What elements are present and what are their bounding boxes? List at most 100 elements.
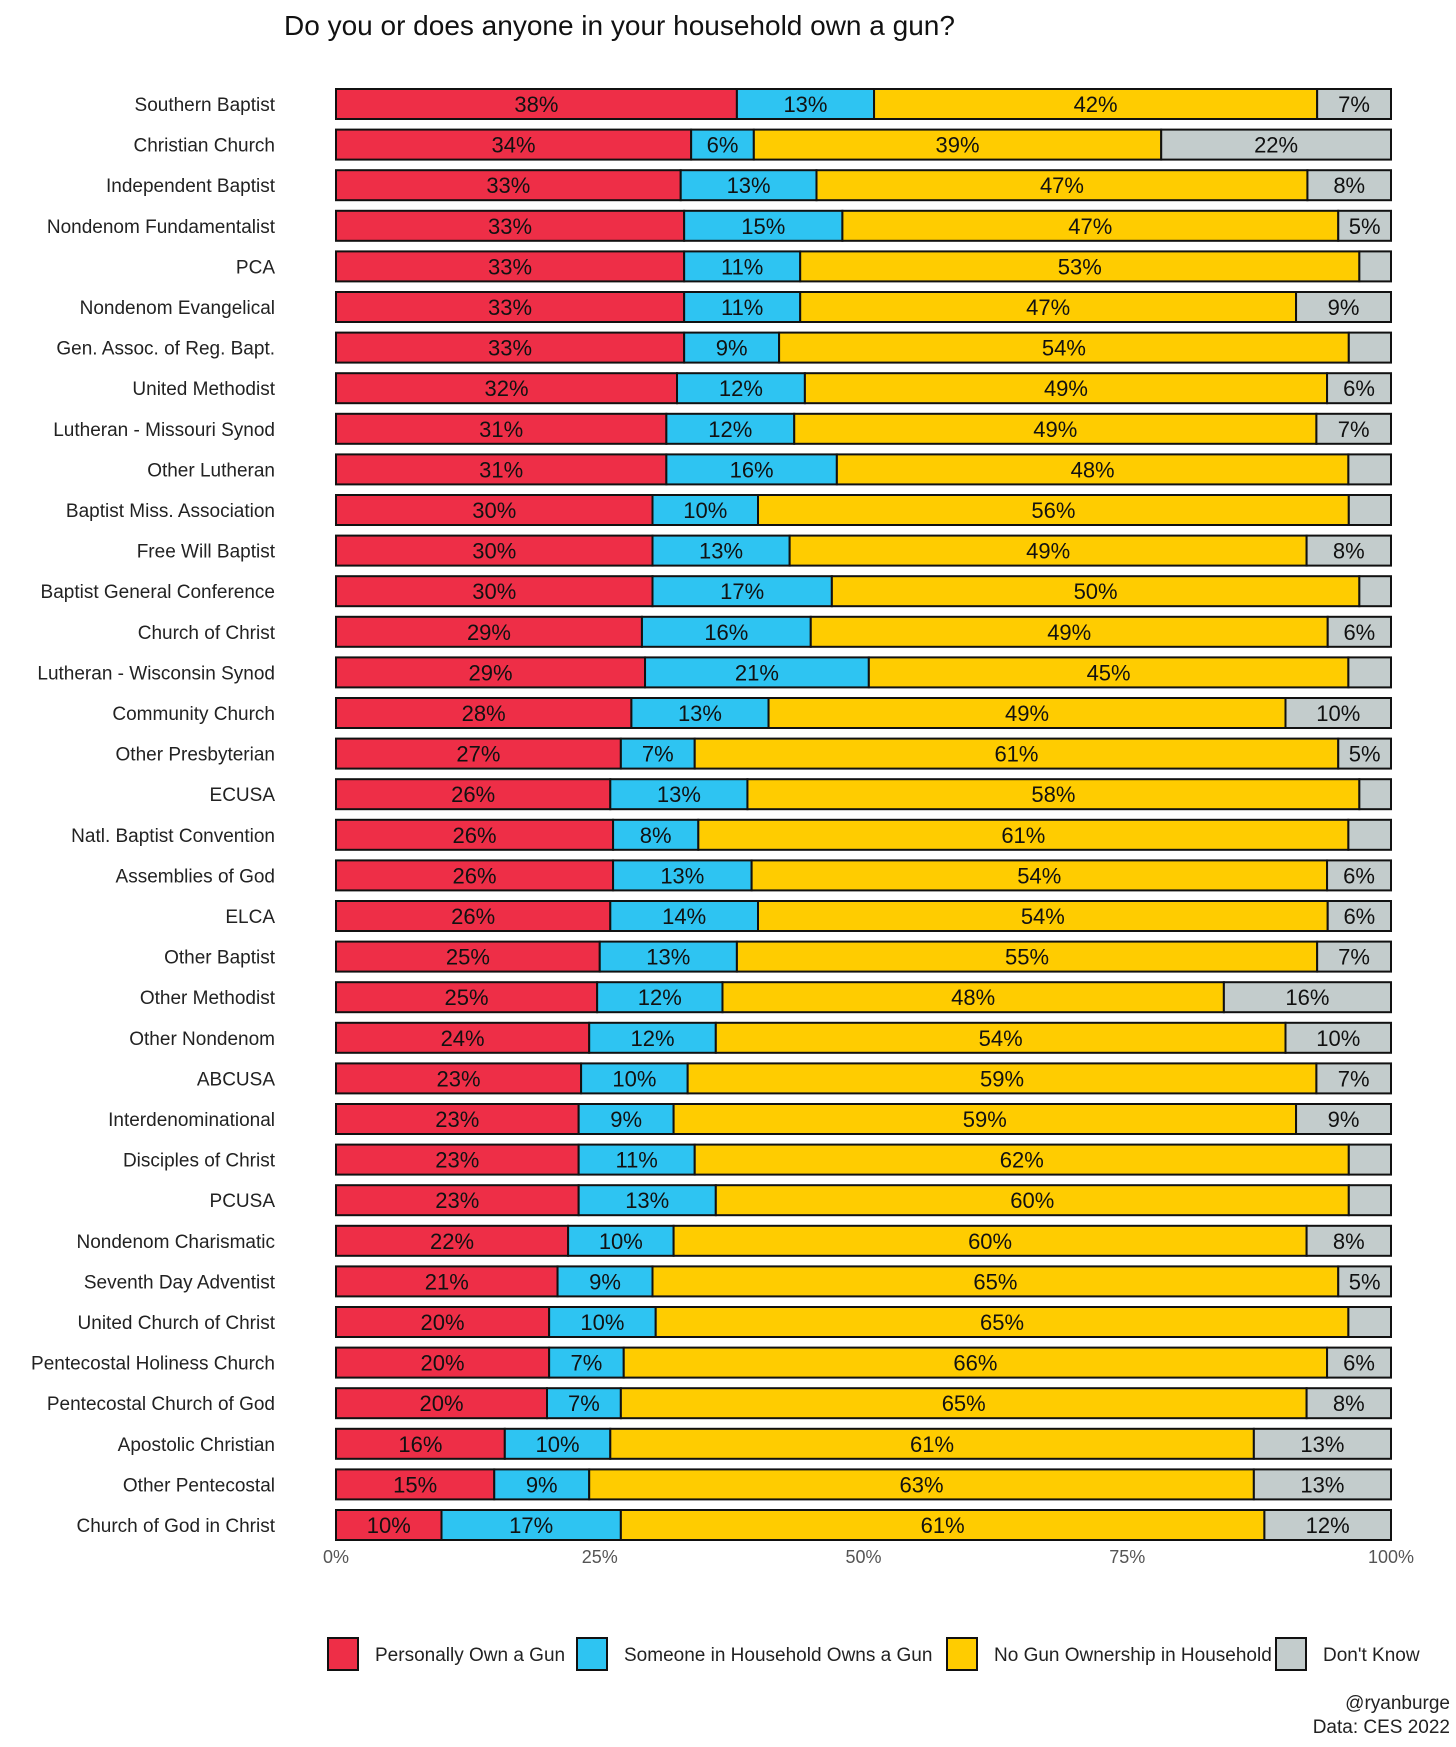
bar-segment [335, 981, 599, 1014]
bar-segment [609, 900, 759, 932]
data-label: 54% [1021, 904, 1065, 929]
data-label: 23% [435, 1188, 479, 1213]
bar-segment [757, 494, 1350, 526]
data-label: 13% [1300, 1432, 1344, 1457]
bar-segment [1305, 534, 1392, 567]
data-label: 49% [1033, 417, 1077, 442]
bar-segment [335, 412, 668, 445]
bar-segment [714, 1021, 1287, 1054]
data-label: 10% [580, 1310, 624, 1335]
bar-segment [1326, 615, 1392, 648]
bar-segment [335, 1062, 583, 1095]
bar-segment [1347, 656, 1393, 689]
bar-segment [665, 453, 838, 486]
data-label: 10% [1316, 701, 1360, 726]
legend-swatch [946, 1637, 978, 1671]
category-label: Other Nondenom [129, 1029, 275, 1050]
bar-segment [612, 818, 700, 851]
data-label: 27% [456, 742, 500, 767]
credit-source: Data: CES 2022 [1313, 1717, 1450, 1738]
legend-item: Don't Know [1275, 1637, 1420, 1671]
bar-segment [335, 1021, 591, 1054]
category-label: Other Presbyterian [116, 745, 275, 766]
data-label: 7% [642, 742, 674, 767]
bars: Southern Baptist 38% 13% 42% 7% Christian Chu… [31, 88, 1393, 1541]
bar-segment [619, 737, 696, 770]
data-label: 12% [708, 417, 752, 442]
data-label: 11% [721, 254, 763, 279]
data-label: 23% [437, 1066, 481, 1091]
bar-row: Southern Baptist 38% 13% 42% 7% [135, 88, 1393, 120]
data-label: 6% [1343, 1351, 1375, 1376]
data-label: 12% [638, 985, 682, 1010]
bar-row: Free Will Baptist 30% 13% 49% 8% [137, 534, 1392, 567]
data-label: 33% [488, 295, 532, 320]
bar-segment [767, 697, 1287, 729]
bar-segment [757, 900, 1329, 932]
data-label: 20% [419, 1391, 463, 1416]
x-tick-label: 25% [582, 1547, 618, 1567]
bar-segment [1306, 169, 1393, 202]
category-label: ECUSA [210, 785, 276, 806]
bar-segment [596, 981, 724, 1014]
data-label: 12% [1306, 1513, 1350, 1538]
bar-segment [1222, 981, 1393, 1014]
bar-row: PCUSA 23% 13% 60% [210, 1184, 1393, 1217]
legend-label: Personally Own a Gun [375, 1645, 565, 1666]
bar-segment [598, 940, 738, 973]
data-label: 9% [1328, 1107, 1360, 1132]
bar-row: Disciples of Christ 23% 11% 62% [123, 1143, 1393, 1176]
data-label: 33% [488, 336, 532, 361]
bar-row: Church of Christ 29% 16% 49% 6% [138, 615, 1392, 648]
data-label: 24% [441, 1026, 485, 1051]
bar-segment [335, 1387, 548, 1420]
bar-row: United Church of Christ 20% 10% 65% [78, 1306, 1393, 1338]
bar-row: Pentecostal Holiness Church 20% 7% 66% 6% [31, 1346, 1392, 1379]
data-label: 11% [721, 295, 763, 320]
data-label: 7% [1338, 92, 1370, 117]
bar-row: Church of God in Christ 10% 17% 61% 12% [76, 1509, 1393, 1541]
data-label: 21% [735, 660, 779, 685]
data-label: 16% [1285, 985, 1329, 1010]
bar-segment [640, 615, 812, 648]
category-label: PCA [236, 257, 275, 278]
bar-segment [335, 1224, 570, 1257]
x-tick-label: 75% [1109, 1547, 1145, 1567]
bar-row: Assemblies of God 26% 13% 54% 6% [116, 859, 1392, 892]
bar-segment [686, 1062, 1318, 1095]
data-label: 11% [615, 1148, 657, 1173]
data-label: 31% [479, 417, 523, 442]
data-label: 47% [1040, 173, 1084, 198]
legend-item: Personally Own a Gun [327, 1637, 565, 1671]
bar-segment [693, 737, 1340, 770]
data-label: 61% [921, 1513, 965, 1538]
category-label: Church of God in Christ [76, 1516, 275, 1537]
data-label: 9% [589, 1269, 621, 1294]
bar-segment [651, 1265, 1340, 1298]
data-label: 55% [1005, 945, 1049, 970]
data-label: 16% [704, 620, 748, 645]
bar-row: Other Lutheran 31% 16% 48% [147, 453, 1393, 486]
bar-segment [809, 615, 1329, 648]
data-label: 8% [640, 823, 672, 848]
bar-row: Gen. Assoc. of Reg. Bapt. 33% 9% 54% [56, 331, 1393, 364]
bar-segment [622, 1346, 1329, 1379]
category-label: Nondenom Charismatic [76, 1232, 275, 1253]
data-label: 50% [1074, 579, 1118, 604]
data-label: 13% [657, 782, 701, 807]
data-label: 38% [514, 92, 558, 117]
bar-segment [335, 818, 615, 851]
category-label: Southern Baptist [135, 95, 276, 116]
legend-swatch [1275, 1637, 1307, 1671]
data-label: 49% [1026, 539, 1070, 564]
bar-row: Community Church 28% 13% 49% 10% [112, 697, 1392, 729]
data-label: 29% [468, 660, 512, 685]
bar-segment [440, 1509, 622, 1541]
data-label: 60% [1010, 1188, 1054, 1213]
data-label: 5% [1349, 1269, 1381, 1294]
bar-segment [835, 453, 1350, 486]
data-label: 30% [472, 579, 516, 604]
data-label: 6% [1343, 620, 1375, 645]
bar-segment [335, 453, 668, 486]
bar-segment [1347, 1184, 1393, 1217]
